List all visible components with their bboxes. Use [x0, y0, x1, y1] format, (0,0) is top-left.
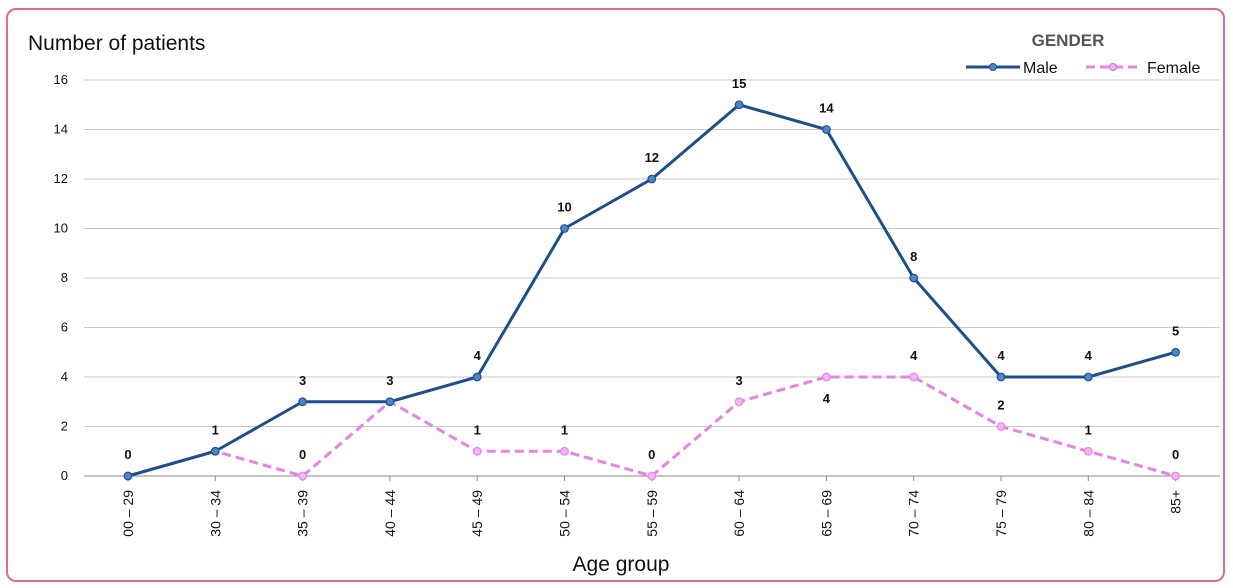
point-male: [472, 372, 482, 382]
legend-female-label: Female: [1147, 60, 1200, 77]
data-label-female: 1: [1085, 422, 1092, 437]
legend: GENDER Male Female: [966, 31, 1200, 77]
data-label-male: 4: [997, 348, 1005, 363]
x-tick-label: 40 – 44: [382, 490, 398, 537]
y-tick-label: 8: [61, 270, 68, 285]
data-label-female: 2: [997, 398, 1004, 413]
data-label-male: 15: [732, 76, 746, 91]
legend-title: GENDER: [1032, 31, 1105, 50]
data-label-male: 14: [819, 101, 834, 116]
data-label-female: 4: [823, 391, 831, 406]
point-male: [1171, 347, 1180, 357]
point-male: [996, 372, 1006, 382]
point-male: [298, 397, 308, 407]
point-female: [822, 372, 831, 382]
x-tick-label: 85+: [1168, 490, 1184, 514]
y-tick-label: 14: [54, 122, 68, 137]
x-tick-label: 55 – 59: [644, 490, 660, 537]
data-label-female: 3: [735, 373, 742, 388]
x-tick-label: 60 – 64: [731, 490, 747, 537]
point-female: [909, 372, 919, 382]
data-label-male: 8: [910, 249, 917, 264]
point-female: [734, 397, 744, 407]
y-tick-label: 4: [61, 369, 68, 384]
data-label-male: 4: [1085, 348, 1093, 363]
point-male: [210, 446, 220, 456]
data-label-female: 1: [561, 422, 568, 437]
y-tick-label: 10: [54, 221, 68, 236]
data-label-male: 5: [1172, 323, 1179, 338]
point-male: [734, 100, 744, 110]
point-female: [298, 471, 308, 481]
point-male: [560, 224, 569, 233]
x-axis-ticks: 00 – 29 30 – 34 35 – 39 40 – 44 45 – 49 50 – …: [120, 476, 1184, 537]
point-female: [472, 446, 482, 456]
y-tick-label: 12: [54, 171, 68, 186]
point-male: [909, 273, 919, 283]
data-label-male: 4: [474, 348, 482, 363]
x-tick-label: 30 – 34: [207, 490, 223, 537]
y-axis-ticks: 0 2 4 6 8 10 12 14 16: [54, 72, 68, 483]
data-label-female: 0: [1172, 447, 1179, 462]
series-group: [123, 100, 1180, 481]
point-female: [1083, 446, 1093, 456]
y-tick-label: 6: [61, 320, 68, 335]
x-tick-label: 35 – 39: [295, 490, 311, 537]
point-male: [385, 397, 395, 407]
point-male: [822, 125, 831, 134]
point-female: [647, 471, 657, 481]
y-tick-label: 0: [61, 468, 68, 483]
grid-lines: [84, 79, 1220, 477]
y-tick-label: 16: [54, 72, 68, 87]
point-male: [1083, 372, 1093, 382]
data-label-male: 12: [645, 150, 659, 165]
data-label-male: 0: [124, 447, 131, 462]
data-label-female: 4: [910, 348, 918, 363]
point-male: [123, 471, 133, 481]
legend-male-label: Male: [1023, 60, 1058, 77]
data-label-male: 3: [386, 373, 393, 388]
x-tick-label: 50 – 54: [557, 490, 573, 537]
y-tick-label: 2: [61, 419, 68, 434]
data-label-male: 10: [557, 200, 571, 215]
data-label-male: 1: [212, 422, 219, 437]
point-female: [996, 422, 1006, 431]
point-female: [560, 446, 569, 456]
x-tick-label: 65 – 69: [818, 490, 834, 537]
point-female: [1171, 471, 1180, 481]
x-tick-label: 70 – 74: [906, 490, 922, 537]
x-tick-label: 80 – 84: [1080, 490, 1096, 537]
data-label-male: 3: [299, 373, 306, 388]
x-tick-label: 45 – 49: [469, 490, 485, 537]
legend-female-marker: [1109, 63, 1117, 71]
x-axis-label: Age group: [573, 553, 670, 576]
legend-male-marker: [989, 63, 997, 71]
x-tick-label: 75 – 79: [993, 490, 1009, 537]
chart-frame: [6, 8, 1225, 582]
data-label-female: 0: [299, 447, 306, 462]
x-tick-label: 00 – 29: [120, 490, 136, 537]
data-label-female: 1: [474, 422, 481, 437]
data-label-female: 0: [648, 447, 655, 462]
y-axis-label: Number of patients: [28, 32, 205, 55]
point-male: [647, 174, 657, 184]
